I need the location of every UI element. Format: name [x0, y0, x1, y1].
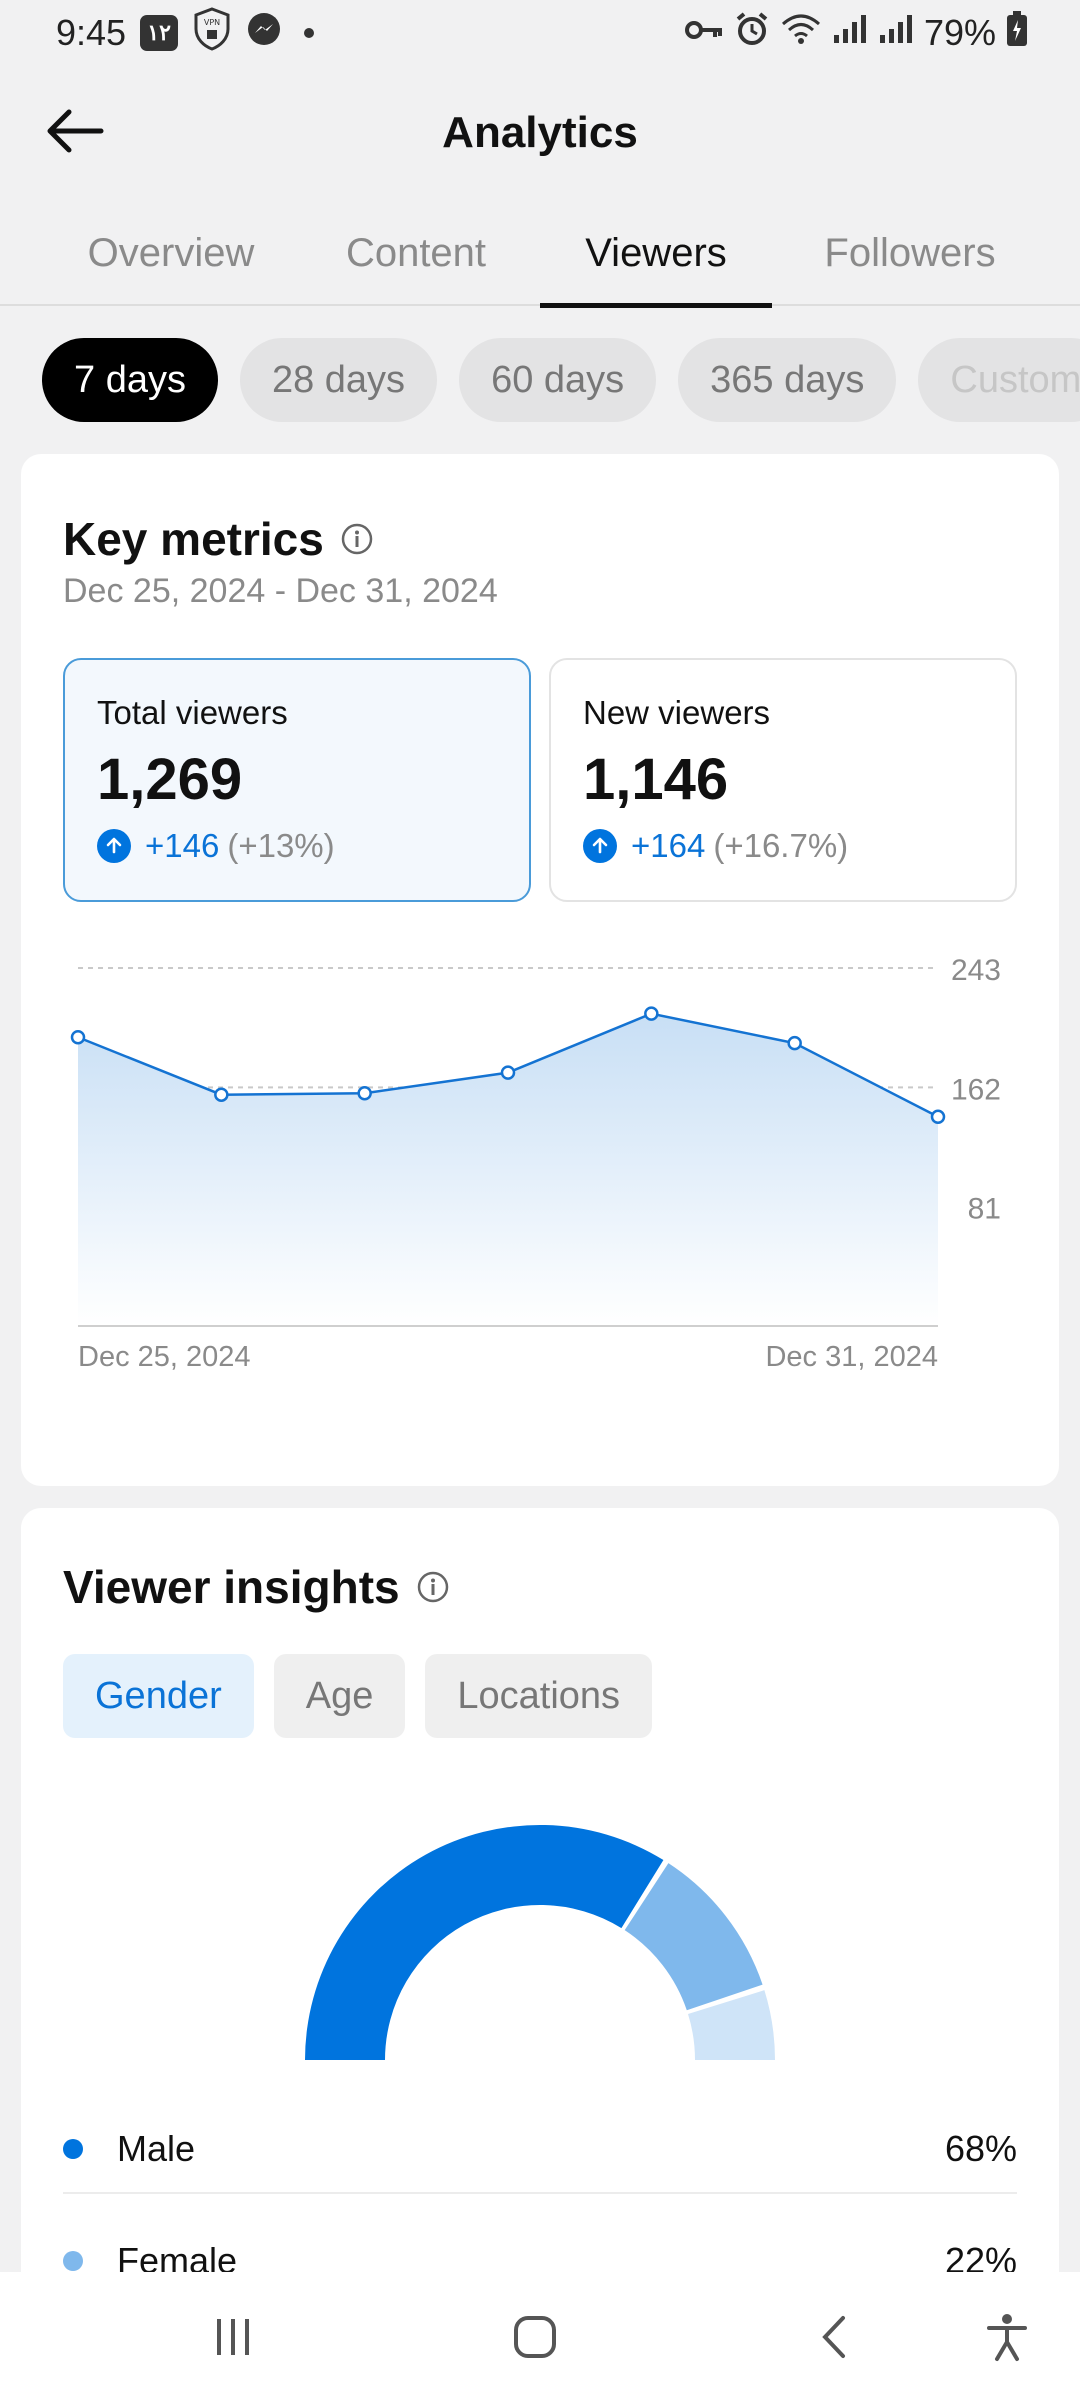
wifi-icon	[780, 12, 822, 55]
date-range-chips: 7 days 28 days 60 days 365 days Custom	[42, 338, 1080, 422]
legend-value: 68%	[944, 2128, 1017, 2169]
data-point	[214, 1087, 229, 1102]
info-icon[interactable]	[340, 522, 374, 556]
legend-label: Male	[117, 2128, 196, 2169]
range-28-days[interactable]: 28 days	[239, 338, 438, 422]
data-point	[357, 1085, 372, 1101]
y-tick-label: 162	[951, 1073, 1001, 1106]
vpn-shield-icon: VPN	[192, 6, 232, 60]
data-point	[70, 1029, 86, 1045]
tab-followers[interactable]: Followers	[824, 230, 996, 275]
key-metrics-title: Key metrics	[63, 513, 324, 565]
insight-tabs: Gender Age Locations	[63, 1654, 653, 1738]
signal-icon	[832, 12, 868, 54]
viewer-insights-card: Viewer insights Gender Age Locations Mal…	[21, 1508, 1059, 2400]
metric-label: New viewers	[583, 694, 771, 731]
x-tick-label: Dec 31, 2024	[765, 1341, 938, 1373]
home-icon[interactable]	[500, 2302, 570, 2372]
arrow-up-icon	[97, 829, 131, 863]
key-metrics-card: Key metrics Dec 25, 2024 - Dec 31, 2024 …	[21, 454, 1059, 1486]
new-viewers-box[interactable]: New viewers 1,146 +164 (+16.7%)	[549, 658, 1017, 902]
y-tick-label: 81	[968, 1193, 1001, 1226]
legend-dot-male	[63, 2139, 83, 2159]
tab-viewers[interactable]: Viewers	[540, 200, 772, 308]
change-percent: (+13%)	[227, 827, 335, 864]
key-metrics-header: Key metrics	[63, 512, 374, 566]
system-nav-bar	[0, 2272, 1080, 2400]
metric-value: 1,269	[97, 747, 243, 812]
date-range-label: Dec 25, 2024 - Dec 31, 2024	[63, 572, 498, 610]
tab-age[interactable]: Age	[273, 1654, 406, 1738]
tab-overview[interactable]: Overview	[87, 230, 255, 275]
donut-segment-male	[305, 1825, 664, 2060]
battery-percent: 79%	[923, 12, 996, 53]
arrow-left-icon	[47, 109, 104, 153]
tab-content[interactable]: Content	[345, 230, 487, 275]
battery-icon	[1006, 10, 1028, 56]
donut-segment-other	[688, 1990, 775, 2060]
area-fill	[78, 1013, 938, 1326]
range-365-days[interactable]: 365 days	[678, 338, 897, 422]
viewers-chart-svg: 81 162 243 Dec 25, 2024 Dec 31, 2024	[70, 954, 1001, 1373]
gender-donut-svg	[305, 1825, 775, 2060]
data-point	[500, 1065, 516, 1080]
change-absolute: +146	[145, 827, 220, 864]
metric-label: Total viewers	[97, 694, 288, 731]
viewer-insights-title: Viewer insights	[63, 1561, 400, 1613]
range-60-days[interactable]: 60 days	[459, 338, 657, 422]
back-icon[interactable]	[800, 2302, 870, 2372]
range-7-days[interactable]: 7 days	[42, 338, 218, 422]
tab-gender[interactable]: Gender	[63, 1654, 254, 1738]
y-tick-label: 243	[951, 954, 1001, 987]
signal-icon	[878, 12, 914, 54]
info-icon[interactable]	[416, 1570, 450, 1604]
status-bar: 9:45 ۱۲ VPN 79%	[0, 0, 1080, 66]
data-point	[930, 1109, 946, 1125]
status-time: 9:45	[56, 12, 127, 53]
recent-apps-icon[interactable]	[198, 2302, 268, 2372]
viewer-insights-header: Viewer insights	[63, 1560, 450, 1614]
alarm-icon	[734, 11, 770, 56]
page-title: Analytics	[442, 108, 638, 157]
notification-badge: ۱۲	[140, 15, 179, 51]
legend-divider	[63, 2192, 1017, 2194]
arrow-up-icon	[583, 829, 617, 863]
tab-locations[interactable]: Locations	[425, 1654, 653, 1738]
gender-donut-chart	[21, 1778, 1059, 2078]
change-percent: (+16.7%)	[713, 827, 849, 864]
metric-change: +146 (+13%)	[97, 827, 497, 865]
range-custom[interactable]: Custom	[918, 338, 1080, 422]
change-absolute: +164	[631, 827, 706, 864]
svg-text:VPN: VPN	[204, 18, 220, 27]
metric-value: 1,146	[583, 747, 729, 812]
data-point	[644, 1006, 659, 1021]
viewers-chart: 81 162 243 Dec 25, 2024 Dec 31, 2024	[21, 924, 1059, 1384]
donut-segment-female	[624, 1863, 763, 2011]
back-button[interactable]	[40, 96, 110, 166]
accessibility-icon[interactable]	[972, 2302, 1042, 2372]
x-tick-label: Dec 25, 2024	[78, 1341, 251, 1373]
messenger-icon	[246, 11, 282, 56]
total-viewers-box[interactable]: Total viewers 1,269 +146 (+13%)	[63, 658, 531, 902]
data-point	[787, 1035, 802, 1051]
legend-dot-female	[63, 2251, 83, 2271]
metric-change: +164 (+16.7%)	[583, 827, 983, 865]
key-icon	[684, 12, 724, 54]
notification-dot-icon	[304, 28, 315, 38]
analytics-tabs: Overview Content Viewers Followers	[0, 200, 1080, 308]
legend-row-male: Male 68%	[63, 2094, 1017, 2204]
app-header: Analytics	[0, 66, 1080, 200]
